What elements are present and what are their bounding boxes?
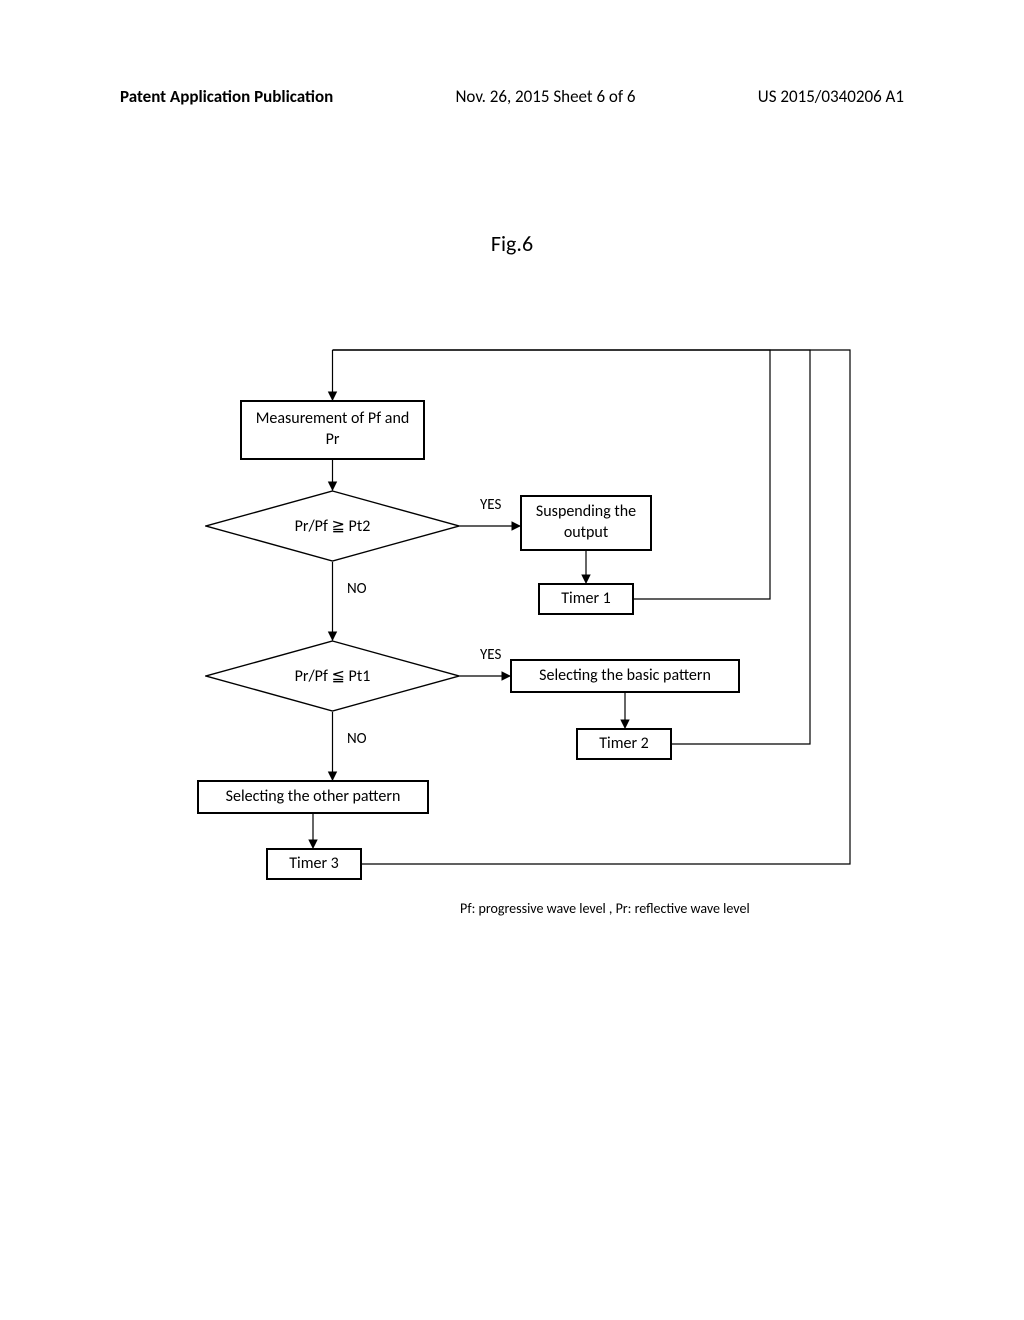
label-yes-1: YES — [480, 496, 501, 514]
legend-text: Pf: progressive wave level , Pr: reflect… — [460, 900, 750, 917]
label-no-2: NO — [347, 730, 367, 748]
flowchart-diagram: Measurement of Pf and Pr Suspending the … — [140, 330, 890, 960]
node-other: Selecting the other pattern — [197, 780, 429, 814]
node-timer3: Timer 3 — [266, 848, 362, 880]
node-timer2: Timer 2 — [576, 728, 672, 760]
decision-pt2-text: Pr/Pf ≧ Pt2 — [205, 490, 460, 562]
decision-pt1-text: Pr/Pf ≦ Pt1 — [205, 640, 460, 712]
header-right: US 2015/0340206 A1 — [758, 86, 904, 107]
label-no-1: NO — [347, 580, 367, 598]
node-decision-pt1: Pr/Pf ≦ Pt1 — [205, 640, 460, 712]
label-yes-2: YES — [480, 646, 501, 664]
header-left: Patent Application Publication — [120, 86, 333, 107]
node-decision-pt2: Pr/Pf ≧ Pt2 — [205, 490, 460, 562]
node-timer1: Timer 1 — [538, 583, 634, 615]
node-basic: Selecting the basic pattern — [510, 659, 740, 693]
node-suspend: Suspending the output — [520, 495, 652, 551]
figure-title: Fig.6 — [0, 230, 1024, 257]
node-measure: Measurement of Pf and Pr — [240, 400, 425, 460]
header-mid: Nov. 26, 2015 Sheet 6 of 6 — [455, 86, 635, 107]
